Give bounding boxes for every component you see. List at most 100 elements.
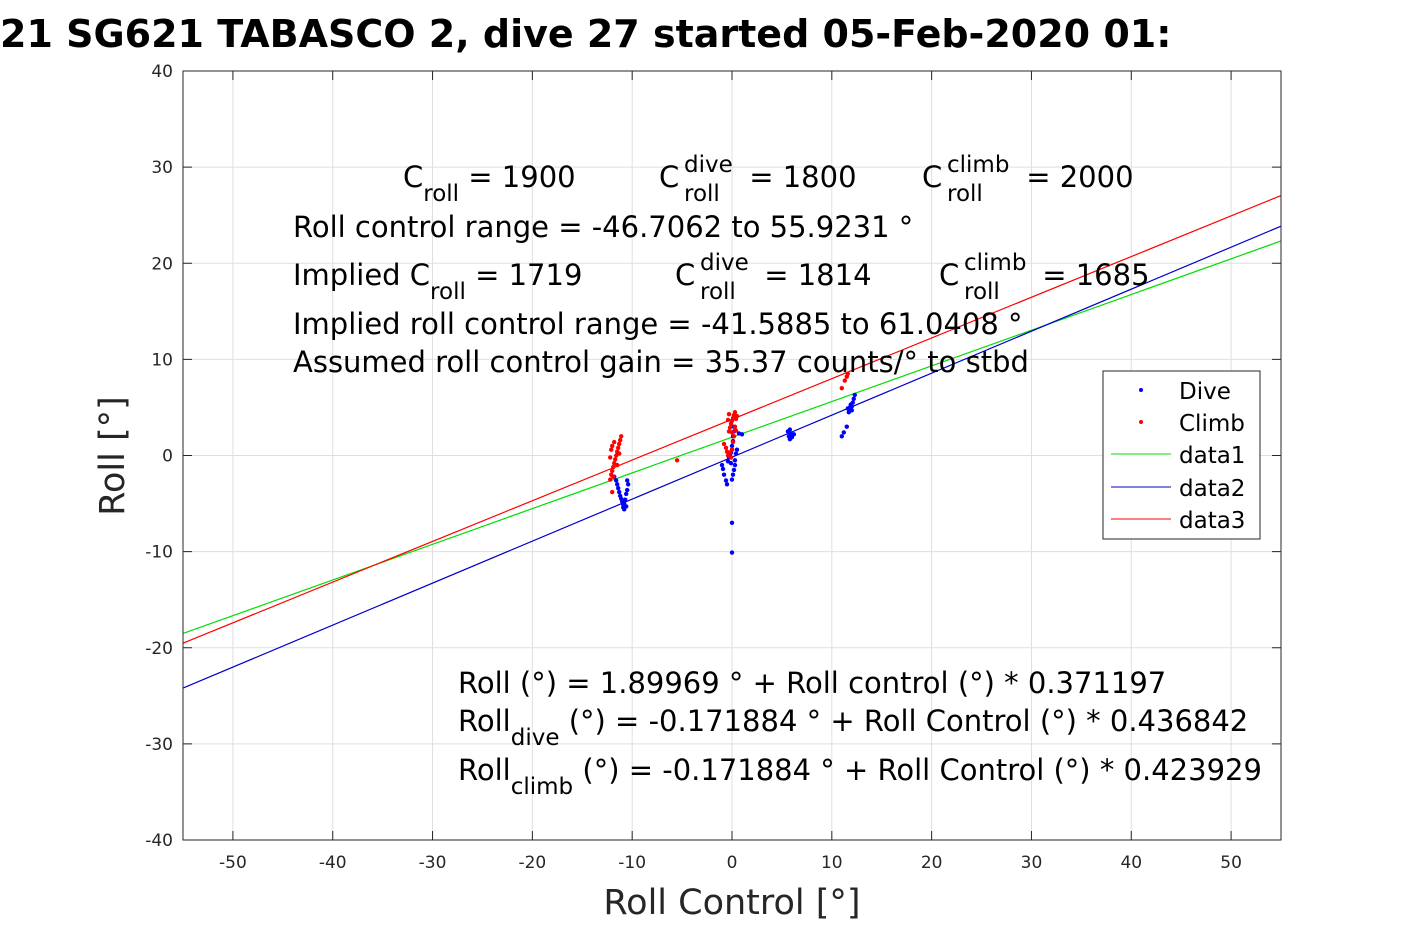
point-climb (731, 434, 737, 439)
point-dive (729, 477, 735, 482)
point-dive (787, 427, 793, 432)
point-climb (727, 450, 733, 455)
point-climb (609, 447, 614, 452)
x-tick-label: 20 (921, 853, 943, 873)
x-tick-label: -40 (319, 853, 347, 873)
annotation-c-roll: Croll = 1900 (403, 160, 576, 207)
point-dive (849, 408, 854, 413)
point-climb (619, 434, 624, 439)
x-tick-label: 50 (1220, 853, 1242, 873)
y-tick-label: 30 (151, 158, 173, 178)
point-dive (849, 404, 854, 409)
point-dive (623, 491, 629, 497)
point-climb (610, 489, 615, 495)
point-dive (622, 497, 628, 502)
y-axis-label: Roll [°] (93, 396, 133, 516)
point-climb (729, 430, 735, 435)
point-climb (726, 411, 732, 417)
x-axis-label: Roll Control [°] (603, 883, 860, 923)
x-tick-label: 30 (1021, 853, 1043, 873)
point-climb (610, 443, 615, 449)
point-climb (732, 410, 738, 415)
point-climb (733, 428, 739, 433)
annotation-fit-dive: Rolldive (°) = -0.171884 ° + Roll Contro… (458, 704, 1248, 751)
point-climb (615, 462, 620, 468)
point-dive (841, 430, 846, 435)
point-dive (720, 466, 726, 472)
point-climb (612, 439, 617, 445)
point-dive (839, 434, 844, 439)
point-dive (852, 392, 857, 398)
point-dive (739, 432, 745, 437)
point-dive (624, 487, 630, 493)
legend-box (1102, 370, 1261, 540)
point-dive (719, 462, 725, 468)
annotation-implied-c-roll: Implied Croll = 1719 (293, 258, 582, 305)
point-dive (734, 447, 740, 452)
y-tick-label: 10 (151, 350, 173, 370)
point-climb (842, 378, 847, 383)
point-climb (617, 451, 622, 456)
point-dive (615, 482, 620, 487)
point-dive (850, 400, 855, 405)
point-climb (610, 468, 615, 474)
point-climb (617, 441, 622, 447)
y-tick-label: -30 (145, 735, 173, 755)
legend-label-data3: data3 (1179, 508, 1245, 534)
point-dive (845, 406, 850, 411)
point-dive (721, 472, 727, 477)
annotation-range: Roll control range = -46.7062 to 55.9231… (293, 210, 913, 244)
annotation-fit: Roll (°) = 1.89969 ° + Roll control (°) … (458, 666, 1166, 700)
annotation-fit-climb: Rollclimb (°) = -0.171884 ° + Roll Contr… (458, 753, 1262, 800)
point-climb (725, 417, 731, 423)
point-dive (617, 489, 622, 495)
point-dive (851, 396, 856, 401)
point-dive (728, 460, 734, 466)
point-dive (733, 451, 739, 456)
point-dive (624, 478, 630, 483)
tick-labels: -50 -40 -30 -20 -10 0 10 20 30 40 50 -40 -30 -20 -10 0 1… (145, 62, 1281, 873)
point-dive (614, 478, 619, 483)
point-dive (731, 467, 737, 473)
point-dive (732, 458, 738, 463)
point-climb (616, 445, 621, 451)
point-climb (723, 445, 729, 451)
legend-label-climb: Climb (1179, 411, 1245, 437)
point-climb (618, 437, 623, 443)
point-climb (613, 457, 618, 462)
point-dive (791, 432, 797, 437)
x-tick-label: -10 (618, 853, 646, 873)
x-tick-label: -50 (219, 853, 247, 873)
point-climb (728, 455, 734, 460)
point-dive (732, 462, 738, 468)
legend-marker-dive (1139, 388, 1143, 392)
annotation-implied-range: Implied roll control range = -41.5885 to… (293, 307, 1023, 341)
legend: Dive Climb data1 data2 data3 (1102, 370, 1261, 540)
point-climb (608, 455, 613, 460)
x-tick-label: 0 (727, 853, 738, 873)
legend-marker-climb (1139, 420, 1143, 424)
point-dive (729, 520, 735, 525)
series-layer (182, 194, 1282, 689)
annotation-gain: Assumed roll control gain = 35.37 counts… (293, 345, 1029, 379)
point-climb (611, 474, 616, 479)
point-climb (845, 371, 850, 376)
point-dive (729, 443, 735, 449)
point-dive (844, 424, 849, 429)
point-dive (623, 504, 629, 509)
y-tick-label: -40 (145, 831, 173, 851)
x-tick-label: 40 (1120, 853, 1142, 873)
x-tick-label: -20 (518, 853, 546, 873)
y-tick-label: 0 (162, 447, 173, 467)
point-dive (723, 478, 729, 483)
point-dive (724, 482, 730, 487)
chart-title: 21 SG621 TABASCO 2, dive 27 started 05-F… (0, 12, 1171, 56)
legend-label-data2: data2 (1179, 476, 1245, 502)
y-tick-label: 40 (151, 62, 173, 82)
point-climb (721, 441, 727, 447)
legend-label-data1: data1 (1179, 443, 1245, 469)
